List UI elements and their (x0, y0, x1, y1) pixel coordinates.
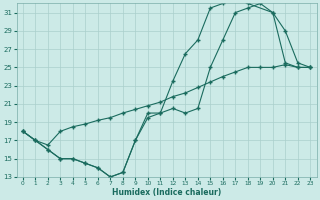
X-axis label: Humidex (Indice chaleur): Humidex (Indice chaleur) (112, 188, 221, 197)
